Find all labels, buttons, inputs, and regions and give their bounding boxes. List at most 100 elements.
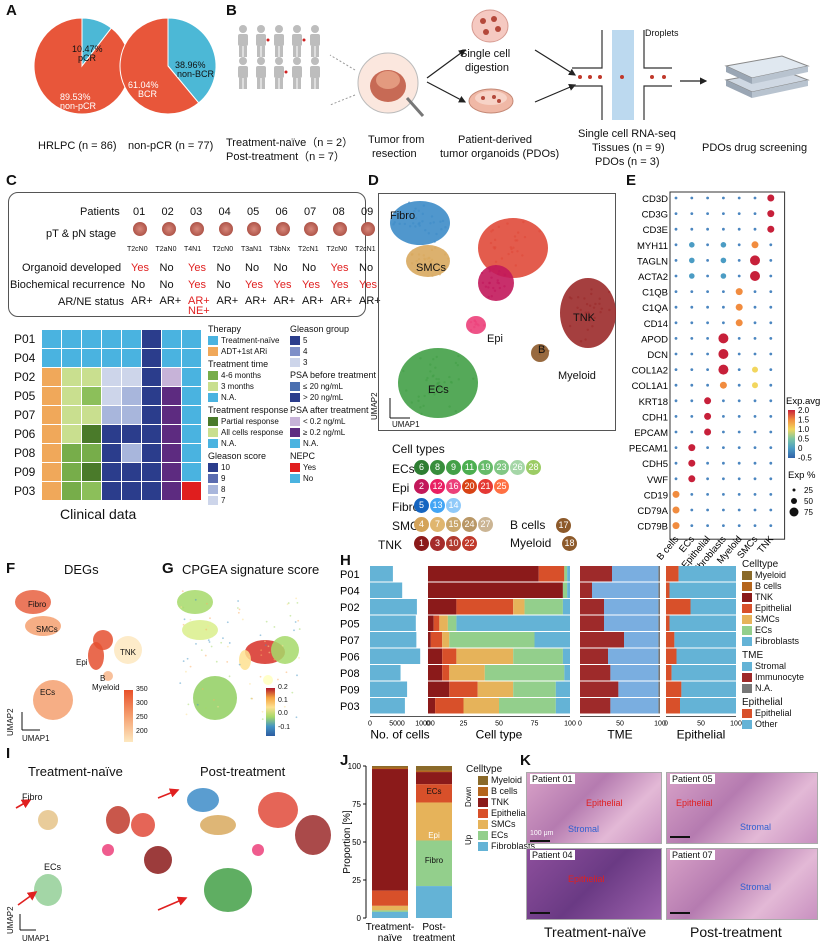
exp-tick: 0.5: [798, 435, 810, 444]
dot-col1a2-tnk: [769, 368, 772, 371]
dot-krt18-fibroblasts: [722, 399, 725, 402]
g-dot: [273, 659, 275, 661]
legend-text: 4-6 months: [221, 371, 261, 380]
tumor-label-2: resection: [372, 148, 417, 160]
dot-myh11-b-cells: [675, 243, 678, 246]
patient-organoid: No: [217, 262, 231, 274]
heatmap-cell: [162, 349, 181, 367]
tme-seg: [580, 665, 610, 681]
cluster-fibro-dot: [440, 228, 442, 230]
k-scale-bar-2: [530, 912, 550, 914]
dot-pecam1-fibroblasts: [722, 446, 725, 449]
k-post-caption: Post-treatment: [690, 924, 782, 940]
legend-text: ADT+1st ARi: [221, 347, 267, 356]
pie2-label: non-pCR (n = 77): [128, 140, 213, 152]
dot-vwf-smcs: [754, 477, 757, 480]
dot-tagln-fibroblasts: [721, 258, 727, 264]
dot-apod-smcs: [754, 337, 757, 340]
cluster-id-badge: 8: [430, 460, 445, 475]
cluster-epi-3-dot: [473, 326, 475, 328]
cluster-smcs-dot: [428, 257, 430, 259]
ncells-bar: [370, 583, 402, 599]
prostate-icon: [247, 222, 261, 236]
legend-swatch: [742, 615, 752, 624]
cluster-tnk-dot: [593, 306, 595, 308]
cluster-tnk-dot: [583, 297, 585, 299]
tme-seg: [624, 632, 658, 648]
dot-c1qb-epithelial: [706, 290, 709, 293]
legend-swatch: [478, 831, 488, 840]
legend-group-name: Epi: [392, 481, 409, 495]
cpgea-colorbar: [266, 688, 275, 736]
celltype-seg: [478, 682, 514, 698]
cluster-epi-2-dot: [496, 281, 498, 283]
cluster-id-badge: 23: [494, 460, 509, 475]
patient-organoid: Yes: [331, 262, 349, 274]
dot-cd79b-myeloid: [738, 524, 741, 527]
dot-cd3d-epithelial: [706, 197, 709, 200]
patient-bcr: Yes: [188, 279, 206, 291]
cluster-epi-2-dot: [491, 295, 493, 297]
cluster-ecs-dot: [432, 358, 434, 360]
h-row-label: P01: [340, 569, 360, 581]
cluster-label-myeloid: Myeloid: [558, 370, 596, 382]
umap-celltypes: [378, 193, 614, 429]
dot-pecam1-ecs: [688, 444, 695, 451]
dot-c1qa-ecs: [690, 306, 693, 309]
heatmap-cell: [42, 482, 61, 500]
heatmap-cell: [162, 368, 181, 386]
heatmap-cell: [142, 330, 161, 348]
legend-item: ≤ 20 ng/mL: [290, 381, 376, 392]
legend-item: B cells: [742, 581, 804, 592]
cluster-epi-2-dot: [503, 285, 505, 287]
i-naive-epi: [106, 806, 130, 834]
cluster-ecs-dot: [450, 381, 452, 383]
cluster-smcs-dot: [423, 254, 425, 256]
j-tick-label: 75: [352, 800, 361, 809]
celltype-seg: [567, 583, 570, 599]
umap-f-axis1: UMAP1: [22, 734, 50, 743]
dot-krt18-ecs: [690, 399, 693, 402]
tme-seg: [658, 616, 660, 632]
patient-arne: AR+: [274, 296, 296, 306]
dot-c1qb-fibroblasts: [722, 290, 725, 293]
legend-item: < 0.2 ng/mL: [290, 416, 376, 427]
g-dot: [277, 679, 279, 681]
cluster-ecs-dot: [418, 395, 420, 397]
dot-cd3e-myeloid: [738, 228, 741, 231]
dot-col1a1-fibroblasts: [720, 382, 727, 389]
celltype-seg: [428, 566, 539, 582]
patient-arne: NE+: [188, 306, 210, 316]
patient-id: 01: [133, 206, 145, 218]
i-post-epi2: [252, 844, 264, 856]
cluster-ecs-dot: [402, 370, 404, 372]
cluster-epi-2-dot: [481, 272, 483, 274]
screen-label: PDOs drug screening: [702, 142, 807, 154]
dot-c1qa-myeloid: [736, 304, 743, 311]
j-seg: [372, 769, 408, 891]
dot-cd3g-myeloid: [738, 212, 741, 215]
row-label-arne: AR/NE status: [58, 296, 124, 308]
dot-apod-fibroblasts: [718, 333, 728, 343]
j-seg-label: Fibro: [425, 856, 444, 865]
heatmap-cell: [42, 406, 61, 424]
celltype-seg: [513, 682, 556, 698]
legend-item: Immunocyte: [742, 672, 804, 683]
legend-swatch: [478, 820, 488, 829]
dot-cdh5-smcs: [754, 462, 757, 465]
patient-id: 08: [333, 206, 345, 218]
i-naive-epi2: [131, 813, 155, 837]
patient-bcr: Yes: [302, 279, 320, 291]
legend-swatch: [208, 428, 218, 437]
heatmap-cell: [162, 463, 181, 481]
legend-swatch: [742, 709, 752, 718]
g-dot: [187, 658, 189, 660]
k-scale-bar: [530, 840, 550, 842]
cluster-epi-tumor-dot: [511, 251, 513, 253]
clinical-heatmap: [42, 330, 202, 500]
dot-cd19-fibroblasts: [722, 493, 725, 496]
celltype-seg: [431, 632, 442, 648]
heatmap-row-label: P09: [14, 465, 35, 479]
cluster-label-b: B: [538, 344, 545, 356]
clinical-data-caption: Clinical data: [60, 506, 136, 522]
